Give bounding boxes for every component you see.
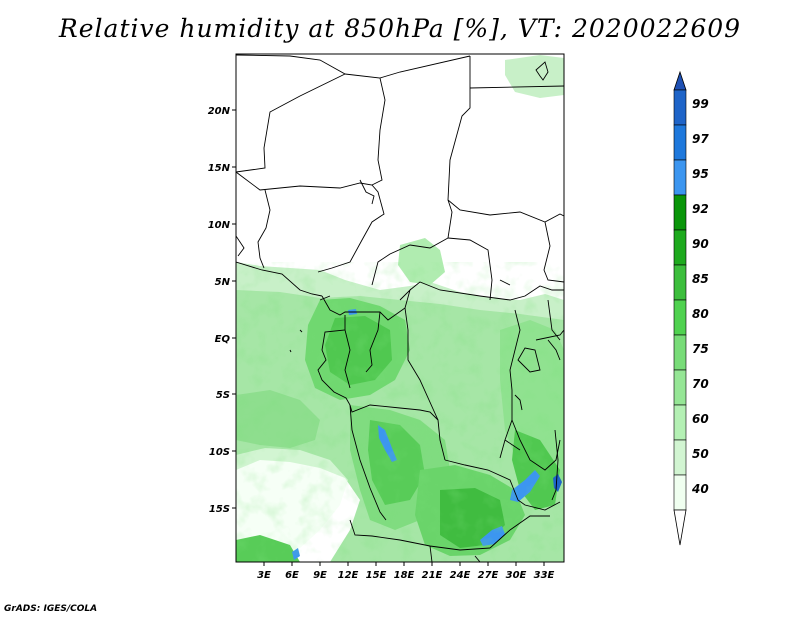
colorbar-label: 90 [692,237,709,251]
lat-label: 5N [215,277,231,288]
colorbar-label: 97 [692,132,709,146]
lat-label: 15N [208,163,231,174]
lat-axis [232,109,236,509]
credit-label: GrADS: IGES/COLA [4,604,98,614]
colorbar-cell [673,194,687,231]
colorbar-bottom-arrow [673,509,687,546]
colorbar-label: 40 [691,482,709,496]
colorbar-cell [673,124,687,161]
lon-label: 27E [478,570,499,581]
colorbar-label: 80 [692,307,709,321]
colorbar-cell [673,474,687,511]
colorbar-cell [673,369,687,406]
colorbar-label: 75 [692,342,709,356]
colorbar-label: 99 [692,97,709,111]
colorbar-label: 92 [692,202,709,216]
humidity-field [236,54,564,562]
colorbar-cells [673,89,687,511]
lat-label: 5S [216,390,230,401]
colorbar-cell [673,404,687,441]
lon-label: 18E [394,570,415,581]
lat-label: 15S [209,504,230,515]
lon-label: 33E [534,570,555,581]
colorbar-label: 50 [692,447,709,461]
lat-label: 10N [208,220,231,231]
colorbar-label: 85 [692,272,709,286]
lat-label: 20N [208,106,231,117]
colorbar-cell [673,299,687,336]
country-borders [236,54,564,562]
lon-label: 3E [257,570,271,581]
colorbar-cell [673,159,687,196]
colorbar-cell [673,229,687,266]
colorbar-label: 70 [692,377,709,391]
lon-label: 9E [313,570,327,581]
lon-label: 21E [422,570,443,581]
colorbar-label: 60 [692,412,709,426]
colorbar-cell [673,264,687,301]
lon-label: 24E [450,570,471,581]
colorbar-top-arrow [673,70,687,91]
colorbar-label: 95 [692,167,709,181]
plot-frame [235,53,565,563]
lon-label: 6E [285,570,299,581]
lon-label: 15E [366,570,387,581]
colorbar-cell [673,334,687,371]
colorbar-cell [673,439,687,476]
lon-axis [263,562,545,566]
colorbar [673,70,687,546]
colorbar-cell [673,89,687,126]
chart-title: Relative humidity at 850hPa [%], VT: 202… [58,14,742,43]
lat-label: EQ [215,334,231,345]
colorbar-labels: 99 97 95 92 90 85 80 75 70 60 50 40 [691,97,709,496]
lon-label: 30E [506,570,527,581]
lon-label: 12E [338,570,359,581]
lat-label: 10S [209,447,230,458]
